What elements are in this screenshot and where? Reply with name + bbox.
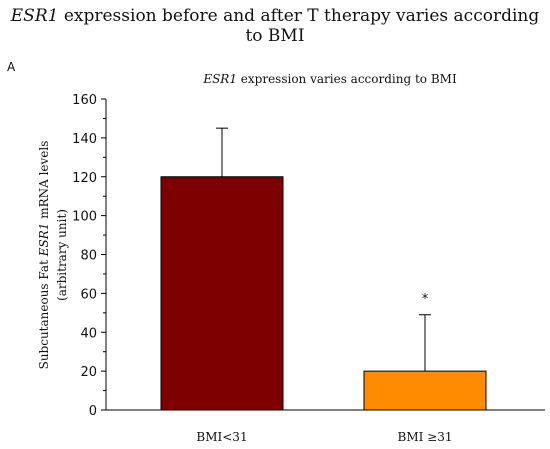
y-tick-label: 20: [80, 365, 97, 380]
y-tick-label: 40: [80, 326, 97, 341]
x-category-label: BMI ≥31: [398, 430, 453, 444]
y-tick-label: 0: [89, 404, 97, 419]
figure-title-gene: ESR1: [10, 6, 59, 26]
bar-2: [363, 370, 487, 411]
x-category-label: BMI<31: [196, 430, 247, 444]
panel-label: A: [7, 60, 16, 74]
y-label-pre: Subcutaneous Fat: [37, 256, 51, 369]
y-tick-label: 120: [72, 171, 97, 186]
y-tick-label: 140: [72, 132, 97, 147]
chart-title: ESR1 expression varies according to BMI: [130, 72, 530, 86]
y-tick-label: 160: [72, 93, 97, 108]
y-tick-label: 100: [72, 210, 97, 225]
chart-title-gene: ESR1: [203, 72, 237, 86]
y-tick-label: 60: [80, 287, 97, 302]
chart-title-text: expression varies according to BMI: [236, 72, 457, 86]
y-tick-label: 80: [80, 249, 97, 264]
y-label-post: mRNA levels: [37, 141, 51, 223]
y-axis-label-line2: (arbitrary unit): [55, 209, 69, 301]
significance-star: *: [422, 292, 429, 307]
figure-title-text: expression before and after T therapy va…: [58, 6, 540, 46]
y-axis-label: Subcutaneous Fat ESR1 mRNA levels (arbitr…: [37, 141, 69, 370]
y-axis-label-line1: Subcutaneous Fat ESR1 mRNA levels: [37, 141, 51, 370]
y-label-gene: ESR1: [37, 223, 51, 258]
bar-1: [160, 176, 284, 411]
figure-title: ESR1 expression before and after T thera…: [0, 6, 550, 46]
